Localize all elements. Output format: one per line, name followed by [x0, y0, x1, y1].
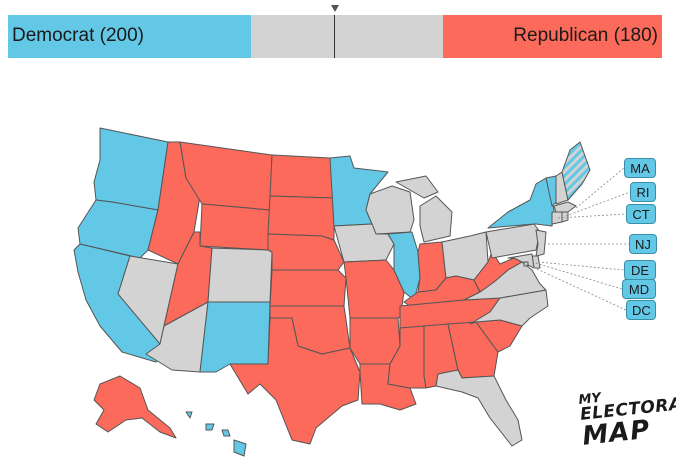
republican-label: Republican (180)	[513, 25, 658, 46]
callout-leader-lines	[525, 167, 631, 311]
democrat-bar: Democrat (200)	[8, 15, 251, 58]
midline-arrow-icon	[331, 5, 339, 12]
state-AK[interactable]	[93, 375, 177, 439]
state-FL[interactable]	[435, 369, 523, 447]
callout-MD[interactable]: MD	[622, 279, 656, 299]
state-WY[interactable]	[199, 203, 271, 251]
state-ND[interactable]	[269, 154, 335, 199]
state-OR[interactable]	[77, 199, 159, 259]
electoral-tally-bar: Democrat (200) Republican (180)	[8, 15, 662, 58]
state-MI[interactable]	[395, 175, 453, 243]
state-NM[interactable]	[199, 301, 271, 373]
state-CT[interactable]	[551, 211, 563, 225]
state-AR[interactable]	[349, 317, 401, 365]
callout-DC[interactable]: DC	[626, 300, 656, 320]
state-KS[interactable]	[269, 269, 347, 307]
callout-DE[interactable]: DE	[624, 260, 656, 280]
my-electoral-map-logo: MY ELECTORAL MAP	[578, 385, 676, 452]
callout-MA[interactable]: MA	[624, 158, 656, 178]
state-CO[interactable]	[207, 247, 273, 303]
callout-CT[interactable]: CT	[626, 204, 656, 224]
state-MA[interactable]	[553, 201, 577, 213]
republican-bar: Republican (180)	[443, 15, 662, 58]
state-RI[interactable]	[561, 211, 569, 223]
democrat-label: Democrat (200)	[12, 25, 144, 46]
state-NY[interactable]	[487, 177, 555, 229]
state-PA[interactable]	[485, 223, 541, 259]
state-NJ[interactable]	[535, 229, 547, 257]
state-NE[interactable]	[267, 233, 345, 271]
state-TX[interactable]	[229, 317, 361, 445]
callout-NJ[interactable]: NJ	[629, 234, 657, 254]
majority-midline	[334, 15, 335, 58]
callout-RI[interactable]: RI	[630, 182, 656, 202]
state-ME[interactable]	[561, 141, 591, 201]
state-NC[interactable]	[469, 289, 549, 327]
state-SD[interactable]	[267, 195, 335, 241]
state-WA[interactable]	[93, 127, 169, 211]
state-HI[interactable]	[185, 411, 247, 457]
